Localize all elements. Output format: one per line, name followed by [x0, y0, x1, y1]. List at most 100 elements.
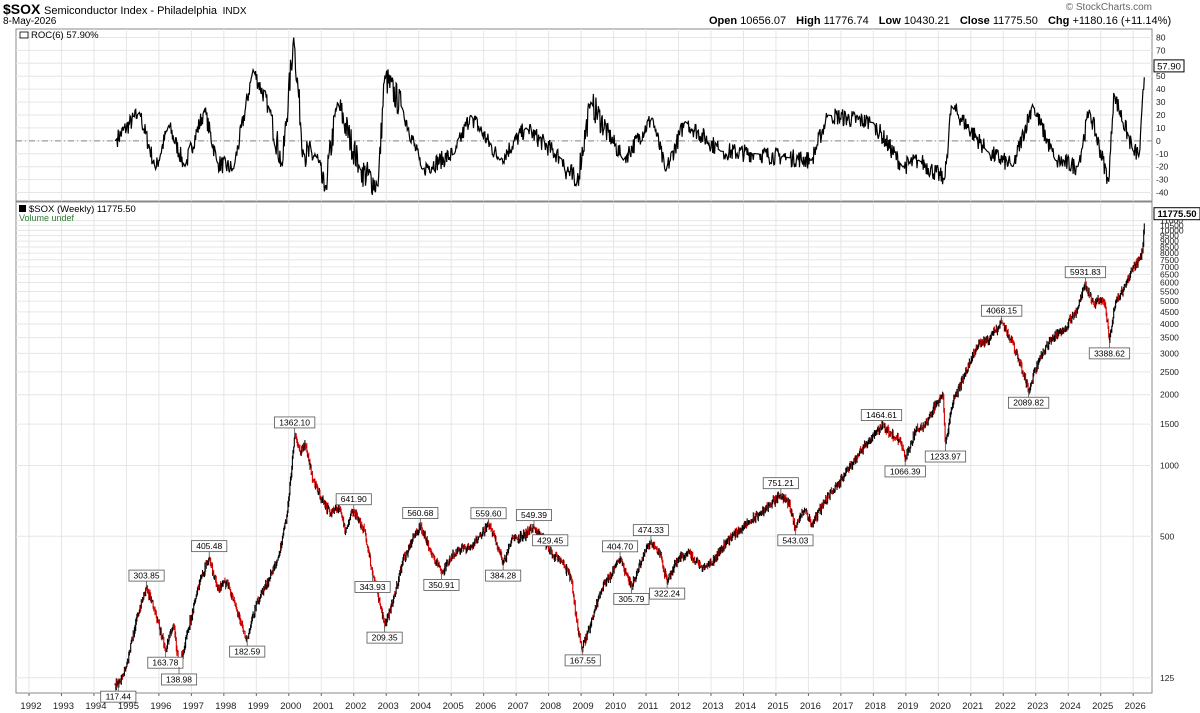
x-tick-label: 2023: [1027, 701, 1048, 712]
x-tick-label: 2021: [962, 701, 983, 712]
roc-y-tick-label: 80: [1156, 32, 1166, 42]
annotation-box: [470, 507, 507, 520]
annotation-box: [981, 304, 1023, 317]
annotation-box: [602, 540, 639, 553]
annotation-box: [884, 465, 926, 478]
x-tick-label: 2010: [605, 701, 626, 712]
brand-logo: © StockCharts.com: [1065, 2, 1152, 13]
annotation-box: [762, 477, 799, 490]
annotation-box: [191, 540, 228, 553]
annotation-box: [485, 569, 522, 582]
volume-legend-label: Volume undef: [19, 213, 75, 223]
price-y-tick-label: 4000: [1160, 319, 1179, 329]
annotation-label: 1066.39: [890, 466, 921, 476]
price-legend-swatch: [19, 205, 26, 212]
roc-y-tick-label: -40: [1156, 188, 1169, 198]
price-y-tick-label: 11000: [1160, 216, 1183, 226]
price-last-value-label: 11775.50: [1157, 209, 1196, 220]
price-y-tick-label: 1000: [1160, 460, 1179, 470]
roc-y-tick-label: 20: [1156, 110, 1166, 120]
exchange: INDX: [222, 6, 247, 17]
annotation-box: [532, 534, 569, 547]
price-y-tick-label: 10000: [1160, 225, 1184, 235]
price-y-tick-label: 6000: [1160, 278, 1179, 288]
open-label: Open: [709, 15, 738, 27]
price-y-tick-label: 8000: [1160, 248, 1179, 258]
open-value: 10656.07: [740, 15, 787, 27]
annotation-label: 209.35: [372, 633, 398, 643]
x-tick-label: 2013: [702, 701, 723, 712]
annotation-box: [924, 450, 967, 463]
annotation-label: 1233.97: [930, 452, 961, 462]
x-tick-label: 1997: [183, 701, 204, 712]
annotation-box: [335, 493, 372, 506]
annotation-box: [229, 645, 266, 658]
annotation-box: [402, 507, 439, 519]
price-y-tick-label: 7000: [1160, 262, 1179, 272]
annotation-box: [1007, 396, 1050, 409]
annotation-box: [1064, 266, 1107, 279]
annotation-box: [161, 673, 198, 686]
roc-last-value-flag: [1153, 59, 1185, 73]
x-tick-label: 2015: [767, 701, 788, 712]
x-tick-label: 2019: [897, 701, 918, 712]
annotation-label: 560.68: [407, 508, 433, 518]
chg-label: Chg: [1047, 15, 1070, 27]
annotation-box: [423, 579, 460, 591]
annotation-label: 303.85: [134, 571, 160, 581]
low-value: 10430.21: [903, 15, 950, 27]
annotation-box: [1088, 347, 1131, 360]
x-tick-label: 1999: [248, 701, 269, 712]
roc-y-tick-label: 10: [1156, 123, 1166, 133]
roc-series-line: [114, 37, 1145, 195]
annotation-box: [100, 690, 137, 703]
roc-y-tick-label: 50: [1156, 71, 1166, 81]
x-tick-label: 1992: [20, 701, 41, 712]
annotation-box: [632, 524, 669, 537]
price-y-tick-label: 4500: [1160, 307, 1179, 317]
x-tick-label: 2000: [280, 701, 301, 712]
x-tick-label: 2011: [638, 701, 658, 712]
price-y-tick-label: 2000: [1160, 390, 1179, 400]
annotation-label: 2089.82: [1013, 398, 1044, 408]
price-legend-label: $SOX (Weekly) 11775.50: [29, 204, 136, 215]
price-last-value-flag: [1153, 207, 1200, 221]
x-tick-label: 2009: [573, 701, 594, 712]
x-tick-label: 2006: [475, 701, 496, 712]
annotation-box: [366, 631, 403, 644]
annotation-label: 322.24: [654, 589, 680, 599]
roc-legend-swatch: [19, 31, 29, 39]
annotation-label: 5931.83: [1070, 267, 1101, 277]
annotation-label: 474.33: [638, 525, 664, 535]
annotation-label: 305.79: [618, 594, 644, 604]
annotation-label: 404.70: [607, 541, 633, 551]
annotation-box: [128, 569, 165, 582]
x-tick-label: 2007: [508, 701, 529, 712]
annotation-box: [515, 509, 552, 522]
annotation-box: [777, 534, 814, 547]
annotation-box: [147, 656, 184, 669]
annotation-label: 167.55: [570, 655, 596, 665]
annotation-label: 384.28: [490, 571, 516, 581]
index-name: Semiconductor Index - Philadelphia: [43, 5, 218, 17]
x-tick-label: 2001: [313, 701, 334, 712]
high-label: High: [796, 15, 821, 27]
price-bars: [114, 223, 1145, 691]
annotation-label: 138.98: [166, 674, 192, 684]
price-y-tick-label: 10500: [1160, 220, 1184, 230]
price-y-tick-label: 125: [1160, 673, 1174, 683]
x-tick-label: 2018: [865, 701, 886, 712]
annotation-label: 182.59: [234, 647, 260, 657]
x-tick-label: 1995: [118, 701, 139, 712]
price-y-tick-label: 9000: [1160, 236, 1179, 246]
annotation-box: [564, 654, 601, 667]
roc-y-tick-label: 70: [1156, 45, 1166, 55]
x-tick-label: 2020: [930, 701, 951, 712]
annotation-label: 343.93: [360, 582, 386, 592]
x-tick-label: 2004: [410, 701, 431, 712]
roc-y-tick-label: 40: [1156, 84, 1166, 94]
annotation-label: 1362.10: [279, 417, 310, 427]
chg-value: +1180.16 (+11.14%): [1072, 15, 1172, 27]
annotation-label: 117.44: [106, 692, 132, 702]
